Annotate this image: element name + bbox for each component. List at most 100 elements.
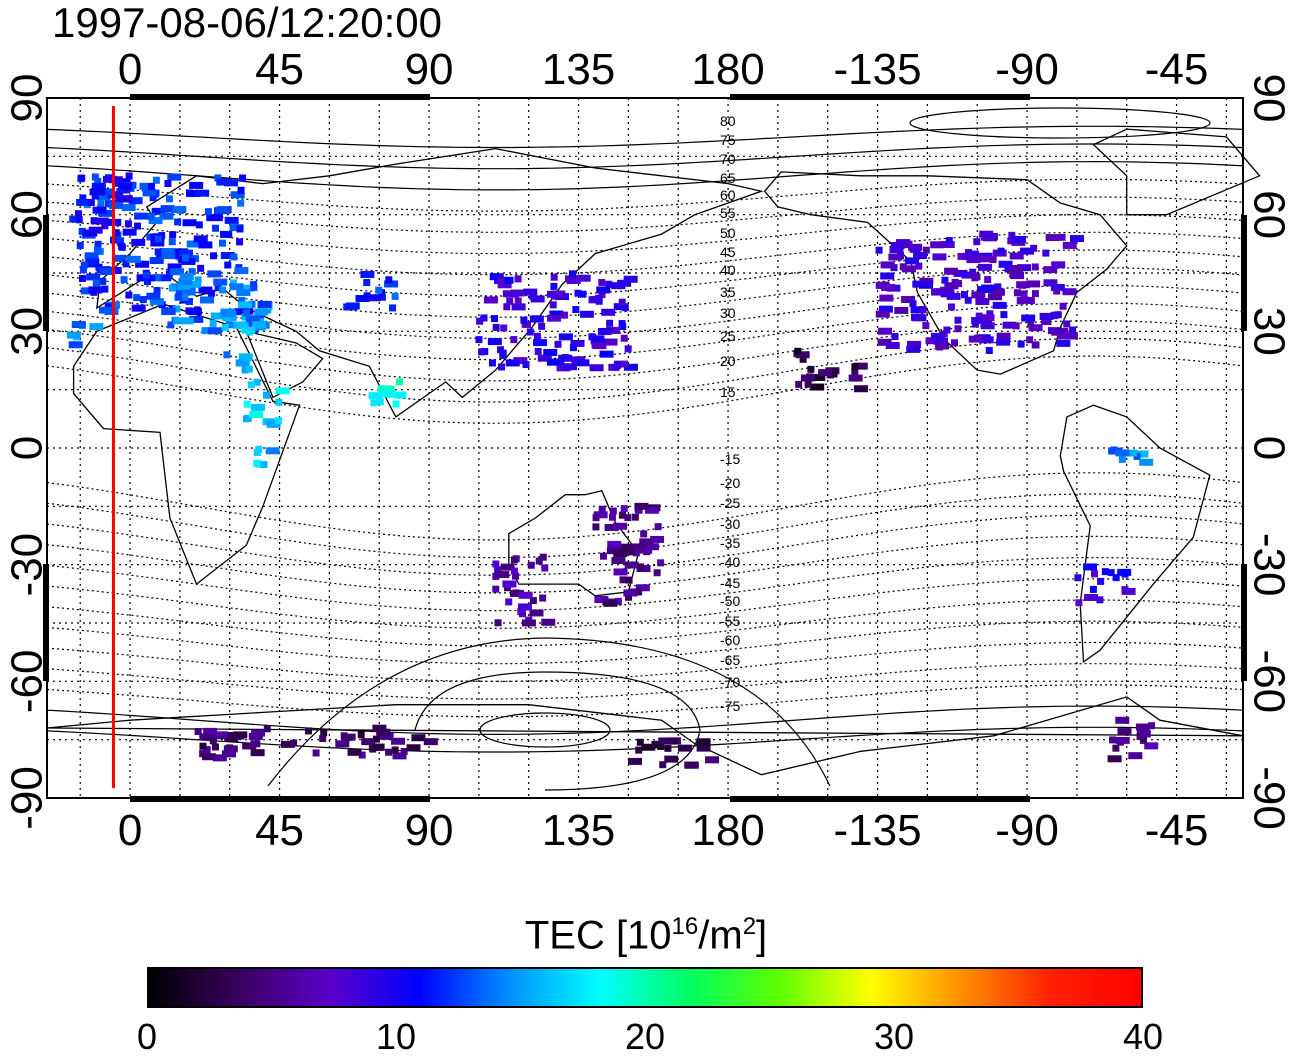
tec-cell xyxy=(66,331,81,339)
tec-cell xyxy=(94,217,109,225)
tec-cell xyxy=(400,747,408,755)
tec-cell xyxy=(518,591,533,599)
tec-cell xyxy=(533,339,548,347)
tec-cell xyxy=(601,308,616,316)
tec-cell xyxy=(1013,289,1021,297)
tec-cell xyxy=(250,283,258,291)
south-pole-contour-mid xyxy=(414,671,701,791)
tec-cell xyxy=(215,206,230,214)
tec-cell xyxy=(636,738,644,746)
tec-cell xyxy=(650,535,665,543)
tec-cell xyxy=(181,254,189,262)
tec-cell xyxy=(94,240,102,248)
tec-cell xyxy=(1101,568,1109,576)
tec-cell xyxy=(599,350,614,358)
tec-cell xyxy=(234,267,249,275)
tec-cell xyxy=(123,186,131,194)
mlat-contour xyxy=(46,599,1244,647)
tec-cell xyxy=(199,742,207,750)
tec-cell xyxy=(547,314,562,322)
mlat-contour xyxy=(46,472,1244,541)
tec-cell xyxy=(990,288,1005,296)
tec-cell xyxy=(975,312,983,320)
tec-cell xyxy=(919,277,934,285)
tec-cell xyxy=(165,195,173,203)
mlat-contour xyxy=(46,578,1244,629)
tec-cell xyxy=(880,272,895,280)
colorbar-tick-label: 10 xyxy=(375,1016,417,1057)
tec-cell xyxy=(1096,596,1104,604)
tec-cell xyxy=(664,755,679,763)
tec-cell xyxy=(1115,736,1130,744)
contour-label: 60 xyxy=(720,187,736,203)
tec-cell xyxy=(1107,569,1115,577)
tec-cell xyxy=(497,277,505,285)
tec-cell xyxy=(1012,322,1020,330)
tec-cell xyxy=(1075,599,1083,607)
tec-cell xyxy=(517,608,525,616)
tec-cell xyxy=(360,270,375,278)
tec-cell xyxy=(1059,302,1067,310)
tec-cell xyxy=(620,543,635,551)
tec-cell xyxy=(1011,235,1026,243)
contour-label: -60 xyxy=(720,632,740,648)
tec-cell xyxy=(912,314,927,322)
tec-cell xyxy=(126,255,141,263)
axis-tick-label: -135 xyxy=(834,806,922,855)
tec-cell xyxy=(391,737,406,745)
tec-cell xyxy=(423,738,438,746)
tec-cell xyxy=(611,557,626,565)
tec-cell xyxy=(875,246,883,254)
tec-cell xyxy=(252,321,267,329)
tec-cell xyxy=(529,315,544,323)
tec-cell xyxy=(182,219,197,227)
tec-cell xyxy=(1020,290,1028,298)
tec-cell xyxy=(945,237,953,245)
mlat-contour xyxy=(46,557,1244,612)
tec-cell xyxy=(961,271,976,279)
tec-cell xyxy=(624,345,632,353)
tec-cell xyxy=(204,208,212,216)
tec-cell xyxy=(173,305,181,313)
tec-cell xyxy=(1028,324,1043,332)
tec-cell xyxy=(117,237,125,245)
tec-cell xyxy=(233,731,248,739)
north-pole-contour xyxy=(909,107,1211,139)
right-lat-tick-labels: 90 60 30 0 -30 -60 -90 xyxy=(1244,74,1292,830)
tec-cell xyxy=(623,275,638,283)
tec-cell xyxy=(627,757,642,765)
tec-cell xyxy=(392,400,400,408)
mlat-contour xyxy=(46,493,1244,559)
tec-cell xyxy=(118,182,133,190)
tec-cell xyxy=(257,300,272,308)
tec-cell xyxy=(960,291,968,299)
tec-cell xyxy=(973,238,981,246)
tec-cell xyxy=(492,585,500,593)
tec-cell xyxy=(505,359,520,367)
tec-cell xyxy=(157,274,172,282)
tec-cell xyxy=(1097,577,1105,585)
tec-cell xyxy=(1031,263,1039,271)
tec-cell xyxy=(146,292,161,300)
tec-cell xyxy=(189,315,204,323)
tec-cell xyxy=(595,294,603,302)
tec-cell xyxy=(161,308,176,316)
tec-cell xyxy=(160,205,175,213)
tec-cell xyxy=(1109,736,1117,744)
tec-cell xyxy=(523,320,531,328)
tec-cell xyxy=(594,595,609,603)
tec-cell xyxy=(1026,336,1034,344)
tec-cell xyxy=(224,179,239,187)
tec-cell xyxy=(934,337,949,345)
tec-cell xyxy=(76,198,91,206)
tec-cell xyxy=(363,279,371,287)
tec-cell xyxy=(624,514,632,522)
tec-cell xyxy=(529,609,544,617)
tec-cell xyxy=(159,212,174,220)
tec-cell xyxy=(1020,247,1035,255)
mlat-contour xyxy=(46,620,1244,665)
tec-cell xyxy=(503,584,511,592)
tec-cell xyxy=(114,179,122,187)
tec-cell xyxy=(125,172,133,180)
tec-cell xyxy=(1017,264,1032,272)
